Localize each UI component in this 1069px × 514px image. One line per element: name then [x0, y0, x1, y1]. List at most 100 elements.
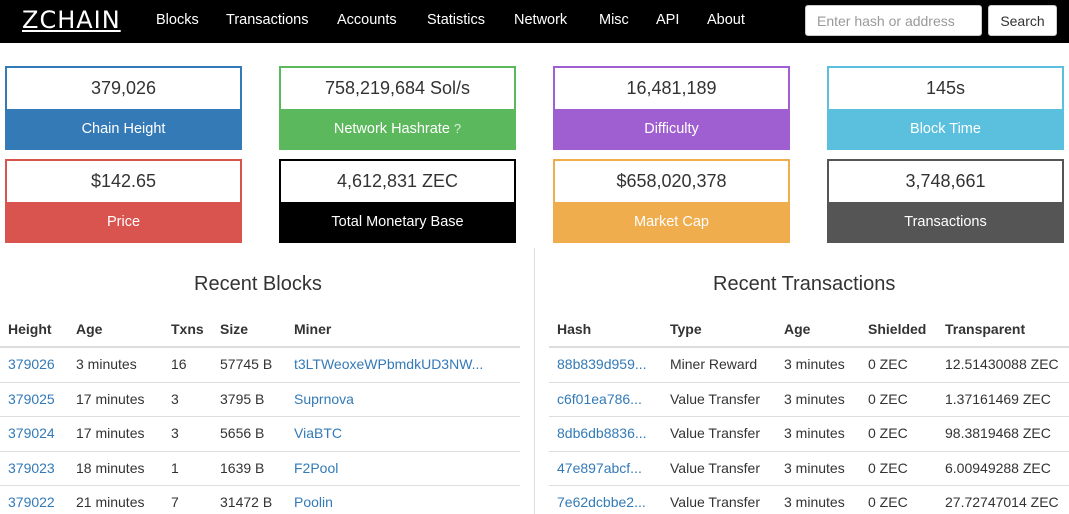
block-miner-link[interactable]: F2Pool: [294, 460, 339, 476]
tx-shielded: 0 ZEC: [868, 494, 908, 510]
column-header-age: Age: [76, 321, 103, 337]
tx-shielded: 0 ZEC: [868, 391, 908, 407]
column-header-transparent: Transparent: [945, 321, 1026, 337]
row-separator: [549, 382, 1069, 383]
brand-logo[interactable]: ZCHAIN: [22, 6, 121, 34]
block-txns: 3: [171, 425, 179, 441]
nav-about[interactable]: About: [707, 12, 745, 28]
nav-accounts[interactable]: Accounts: [337, 12, 397, 28]
nav-transactions[interactable]: Transactions: [226, 12, 309, 28]
tx-hash-link[interactable]: 88b839d959...: [557, 356, 647, 372]
column-header-shielded: Shielded: [868, 321, 927, 337]
stat-card-chain-height: 379,026 Chain Height: [5, 66, 242, 150]
row-separator: [549, 485, 1069, 486]
block-height-link[interactable]: 379025: [8, 391, 55, 407]
top-navbar: ZCHAIN Blocks Transactions Accounts Stat…: [0, 0, 1069, 43]
panel-divider: [534, 248, 535, 514]
block-age: 21 minutes: [76, 494, 145, 510]
stat-card-block-time: 145s Block Time: [827, 66, 1064, 150]
stat-value: $142.65: [7, 161, 240, 202]
stat-value: $658,020,378: [555, 161, 788, 202]
tx-hash-link[interactable]: 8db6db8836...: [557, 425, 647, 441]
tx-type: Miner Reward: [670, 356, 758, 372]
tx-shielded: 0 ZEC: [868, 460, 908, 476]
table-header-rule: [549, 346, 1069, 348]
block-size: 31472 B: [220, 494, 273, 510]
stat-value: 145s: [829, 68, 1062, 109]
tx-transparent: 6.00949288 ZEC: [945, 460, 1051, 476]
block-height-link[interactable]: 379022: [8, 494, 55, 510]
block-height-link[interactable]: 379026: [8, 356, 55, 372]
block-miner-link[interactable]: Suprnova: [294, 391, 354, 407]
stat-card-network-hashrate: 758,219,684 Sol/s Network Hashrate ?: [279, 66, 516, 150]
block-size: 3795 B: [220, 391, 265, 407]
tx-transparent: 12.51430088 ZEC: [945, 356, 1059, 372]
search-button[interactable]: Search: [988, 5, 1057, 36]
tx-type: Value Transfer: [670, 460, 761, 476]
block-miner-link[interactable]: Poolin: [294, 494, 333, 510]
column-header-height: Height: [8, 321, 52, 337]
stat-card-difficulty: 16,481,189 Difficulty: [553, 66, 790, 150]
stat-card-price: $142.65 Price: [5, 159, 242, 243]
tx-age: 3 minutes: [784, 494, 845, 510]
stat-label-text: Network Hashrate: [333, 120, 450, 137]
nav-blocks[interactable]: Blocks: [156, 12, 199, 28]
block-size: 57745 B: [220, 356, 273, 372]
tx-age: 3 minutes: [784, 356, 845, 372]
column-header-type: Type: [670, 321, 702, 337]
block-txns: 3: [171, 391, 179, 407]
nav-api[interactable]: API: [656, 12, 680, 28]
block-size: 5656 B: [220, 425, 265, 441]
stat-card-market-cap: $658,020,378 Market Cap: [553, 159, 790, 243]
block-age: 17 minutes: [76, 391, 145, 407]
tx-transparent: 98.3819468 ZEC: [945, 425, 1051, 441]
block-age: 17 minutes: [76, 425, 145, 441]
block-txns: 16: [171, 356, 187, 372]
tx-transparent: 1.37161469 ZEC: [945, 391, 1051, 407]
stat-label: Market Cap: [555, 202, 788, 241]
stat-label: Transactions: [829, 202, 1062, 241]
block-txns: 1: [171, 460, 179, 476]
block-miner-link[interactable]: t3LTWeoxeWPbmdkUD3NW...: [294, 356, 484, 372]
block-height-link[interactable]: 379024: [8, 425, 55, 441]
nav-misc[interactable]: Misc: [599, 12, 629, 28]
tx-hash-link[interactable]: 47e897abcf...: [557, 460, 642, 476]
row-separator: [549, 416, 1069, 417]
search-input[interactable]: [805, 5, 982, 36]
stat-value: 4,612,831 ZEC: [281, 161, 514, 202]
stat-value: 379,026: [7, 68, 240, 109]
stat-label: Total Monetary Base: [281, 202, 514, 241]
tx-type: Value Transfer: [670, 494, 761, 510]
tx-hash-link[interactable]: c6f01ea786...: [557, 391, 642, 407]
tx-transparent: 27.72747014 ZEC: [945, 494, 1059, 510]
tx-age: 3 minutes: [784, 460, 845, 476]
block-age: 18 minutes: [76, 460, 145, 476]
stat-label: Chain Height: [7, 109, 240, 148]
column-header-hash: Hash: [557, 321, 592, 337]
block-height-link[interactable]: 379023: [8, 460, 55, 476]
stat-label: Block Time: [829, 109, 1062, 148]
tx-age: 3 minutes: [784, 425, 845, 441]
stat-value: 758,219,684 Sol/s: [281, 68, 514, 109]
help-icon[interactable]: ?: [453, 121, 462, 136]
recent-blocks-title: Recent Blocks: [194, 273, 322, 295]
block-age: 3 minutes: [76, 356, 137, 372]
nav-network[interactable]: Network: [514, 12, 568, 28]
nav-statistics[interactable]: Statistics: [427, 12, 486, 28]
stat-card-transactions: 3,748,661 Transactions: [827, 159, 1064, 243]
stat-value: 3,748,661: [829, 161, 1062, 202]
tx-type: Value Transfer: [670, 425, 761, 441]
tx-shielded: 0 ZEC: [868, 356, 908, 372]
row-separator: [0, 485, 520, 486]
column-header-age: Age: [784, 321, 811, 337]
stat-label: Price: [7, 202, 240, 241]
row-separator: [0, 382, 520, 383]
stat-label: Network Hashrate ?: [281, 109, 514, 148]
tx-hash-link[interactable]: 7e62dcbbe2...: [557, 494, 646, 510]
tx-type: Value Transfer: [670, 391, 761, 407]
block-miner-link[interactable]: ViaBTC: [294, 425, 342, 441]
block-txns: 7: [171, 494, 179, 510]
stat-label: Difficulty: [555, 109, 788, 148]
stat-value: 16,481,189: [555, 68, 788, 109]
column-header-miner: Miner: [294, 321, 332, 337]
